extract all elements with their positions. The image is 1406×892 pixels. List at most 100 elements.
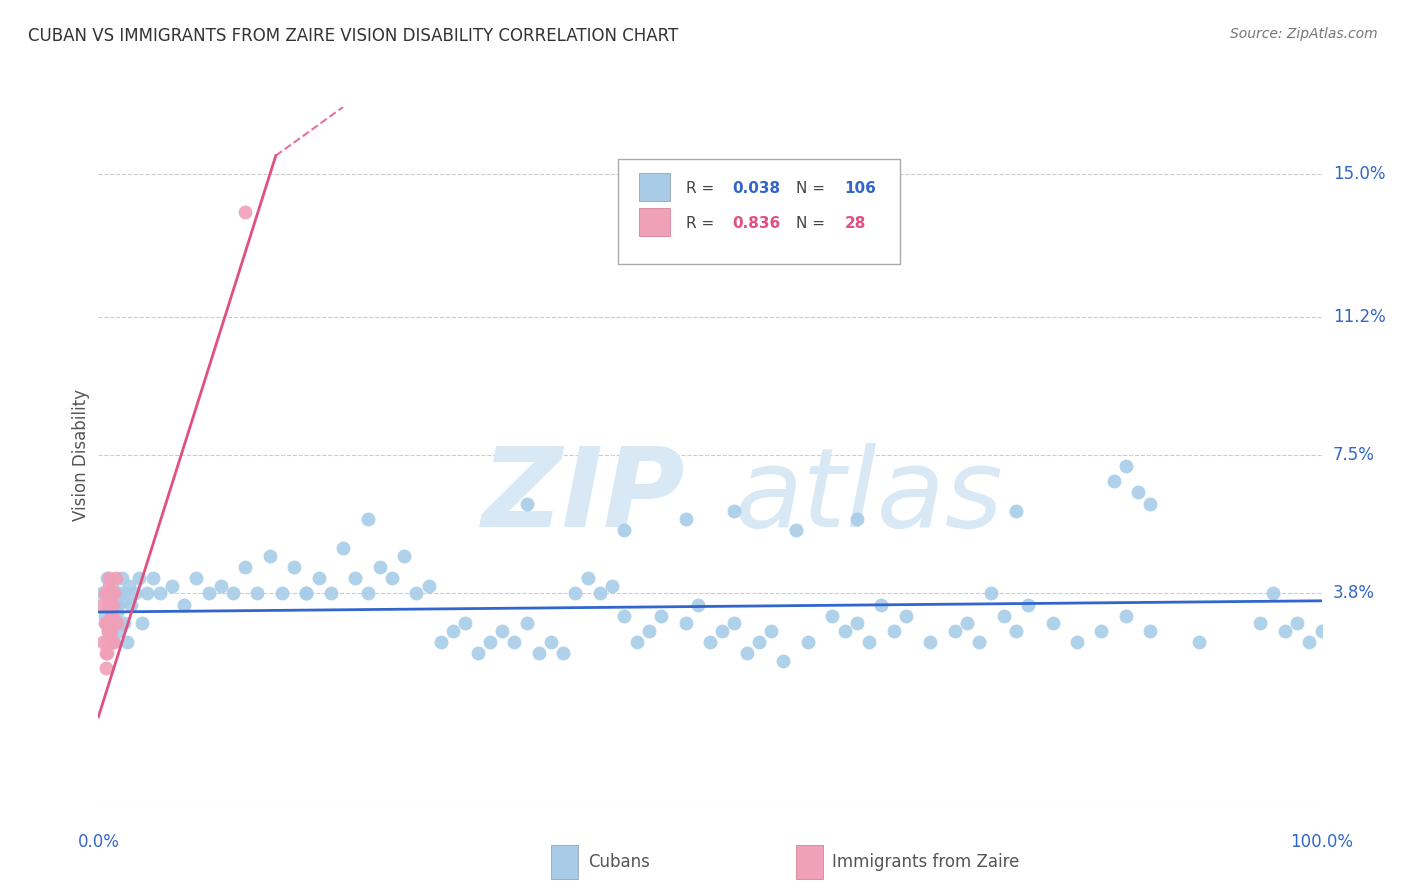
Point [467,646,489,660]
Point [111,571,134,585]
Point [93,608,115,623]
Point [270,586,294,600]
Point [980,586,1002,600]
Text: CUBAN VS IMMIGRANTS FROM ZAIRE VISION DISABILITY CORRELATION CHART: CUBAN VS IMMIGRANTS FROM ZAIRE VISION DI… [28,27,678,45]
Point [149,586,172,600]
Point [834,624,856,638]
Bar [551,845,578,880]
Point [1115,608,1137,623]
Point [1115,459,1137,474]
Text: 28: 28 [845,216,866,231]
Point [114,586,136,600]
Point [101,594,124,608]
Point [894,608,917,623]
Point [118,579,141,593]
Point [748,635,770,649]
Point [100,608,122,623]
Point [418,579,440,593]
Point [527,646,550,660]
Point [295,586,318,600]
Point [111,594,134,608]
Point [797,635,820,649]
Point [103,635,125,649]
Point [91,635,114,649]
Point [626,635,648,649]
Bar [796,845,823,880]
Point [94,661,117,675]
Text: Source: ZipAtlas.com: Source: ZipAtlas.com [1230,27,1378,41]
Point [1004,624,1026,638]
Point [956,616,979,631]
Point [233,204,256,219]
Point [108,624,131,638]
Point [650,608,672,623]
Point [686,598,709,612]
Point [124,586,146,600]
Text: N =: N = [796,216,830,231]
Point [128,571,150,585]
Point [94,646,117,660]
Point [97,598,120,612]
Point [259,549,281,563]
Point [454,616,477,631]
Point [430,635,453,649]
Point [96,571,118,585]
Point [1261,586,1284,600]
Point [675,511,697,525]
Text: atlas: atlas [734,443,1002,550]
Point [105,616,128,631]
Point [553,646,575,660]
Point [1102,474,1125,488]
Point [613,608,636,623]
Point [711,624,734,638]
Point [98,579,121,593]
Point [772,654,794,668]
Point [1188,635,1211,649]
Point [94,616,117,631]
Point [246,586,269,600]
Text: 106: 106 [845,181,876,196]
Point [105,605,128,619]
Point [515,497,537,511]
Point [441,624,464,638]
Point [478,635,501,649]
Point [723,504,745,518]
Text: N =: N = [796,181,830,196]
Point [97,624,120,638]
Point [101,608,124,623]
Point [564,586,586,600]
Point [209,579,232,593]
Point [115,635,138,649]
Text: Immigrants from Zaire: Immigrants from Zaire [832,853,1019,871]
Point [368,560,391,574]
Point [1004,504,1026,518]
Point [93,586,115,600]
Point [1042,616,1064,631]
Point [97,624,120,638]
Point [920,635,942,649]
Point [160,579,183,593]
Point [735,646,758,660]
Point [699,635,721,649]
Y-axis label: Vision Disability: Vision Disability [72,389,90,521]
Point [344,571,367,585]
Text: 100.0%: 100.0% [1291,833,1353,851]
Point [392,549,416,563]
Point [100,586,122,600]
Text: 0.038: 0.038 [733,181,780,196]
Point [96,635,118,649]
Point [131,616,153,631]
Point [103,586,125,600]
Point [98,571,121,585]
Bar [640,208,669,235]
Text: 0.836: 0.836 [733,216,780,231]
FancyBboxPatch shape [619,159,900,263]
Point [101,598,124,612]
Point [107,598,129,612]
Point [1090,624,1112,638]
Point [637,624,661,638]
Point [381,571,404,585]
Point [540,635,562,649]
Point [675,616,697,631]
Bar [640,173,669,201]
